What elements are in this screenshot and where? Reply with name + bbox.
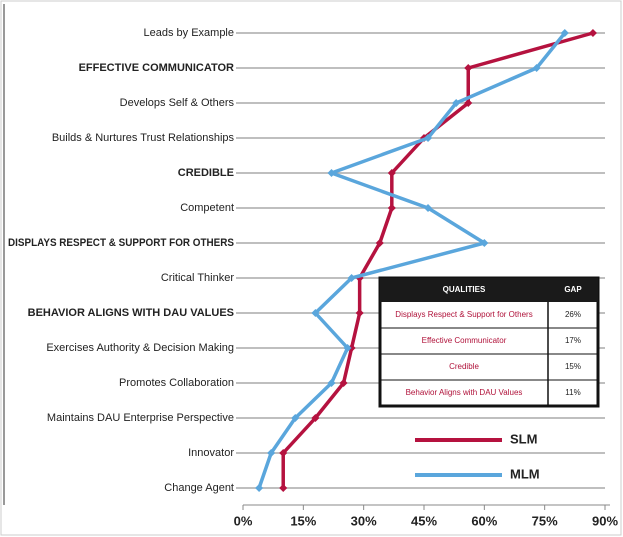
x-tick-label: 90% (592, 513, 618, 528)
category-label: Leads by Example (144, 27, 235, 39)
category-label: EFFECTIVE COMMUNICATOR (79, 62, 234, 74)
x-tick-label: 30% (351, 513, 377, 528)
category-label: Promotes Collaboration (119, 377, 234, 389)
point (347, 344, 356, 352)
point (347, 274, 356, 282)
point (255, 484, 264, 492)
point (311, 414, 320, 422)
table-cell: Effective Communicator (422, 336, 507, 345)
x-tick-label: 75% (532, 513, 558, 528)
category-label: Critical Thinker (161, 272, 234, 284)
legend-label: MLM (510, 466, 540, 481)
point (424, 134, 433, 142)
category-label: BEHAVIOR ALIGNS WITH DAU VALUES (28, 307, 234, 319)
category-label: Innovator (188, 447, 234, 459)
point (327, 379, 336, 387)
point (464, 64, 473, 72)
point (355, 309, 364, 317)
point (424, 204, 433, 212)
point (339, 379, 348, 387)
table-header-cell: GAP (564, 285, 582, 294)
point (343, 344, 352, 352)
category-label: Develops Self & Others (120, 97, 235, 109)
table-cell: Credible (449, 362, 479, 371)
category-label: Change Agent (164, 482, 234, 494)
point (375, 239, 384, 247)
series-line (281, 31, 594, 488)
table-cell: 15% (565, 362, 581, 371)
x-tick-label: 45% (411, 513, 437, 528)
point (279, 484, 288, 492)
table-cell: Behavior Aligns with DAU Values (406, 388, 523, 397)
point (532, 64, 541, 72)
table-cell: 17% (565, 336, 581, 345)
category-label: Exercises Authority & Decision Making (46, 342, 234, 354)
point (464, 99, 473, 107)
point (387, 169, 396, 177)
table-header-cell: QUALITIES (443, 285, 486, 294)
point (267, 449, 276, 457)
x-tick-label: 0% (234, 513, 253, 528)
series-line (257, 31, 567, 489)
point (327, 169, 336, 177)
point (387, 204, 396, 212)
category-label: Maintains DAU Enterprise Perspective (47, 412, 234, 424)
category-label: Competent (180, 202, 234, 214)
point (560, 29, 569, 37)
point (311, 309, 320, 317)
table-header (380, 278, 598, 302)
category-label: CREDIBLE (178, 167, 234, 179)
point (452, 99, 461, 107)
point (588, 29, 597, 37)
point (291, 414, 300, 422)
table-cell: Displays Respect & Support for Others (395, 310, 532, 319)
x-tick-label: 15% (290, 513, 316, 528)
category-label: Builds & Nurtures Trust Relationships (52, 132, 235, 144)
x-tick-label: 60% (471, 513, 497, 528)
table-cell: 11% (565, 388, 580, 397)
legend-label: SLM (510, 431, 537, 446)
point (480, 239, 489, 247)
table-cell: 26% (565, 310, 581, 319)
category-label: DISPLAYS RESPECT & SUPPORT FOR OTHERS (8, 237, 234, 249)
point (279, 449, 288, 457)
